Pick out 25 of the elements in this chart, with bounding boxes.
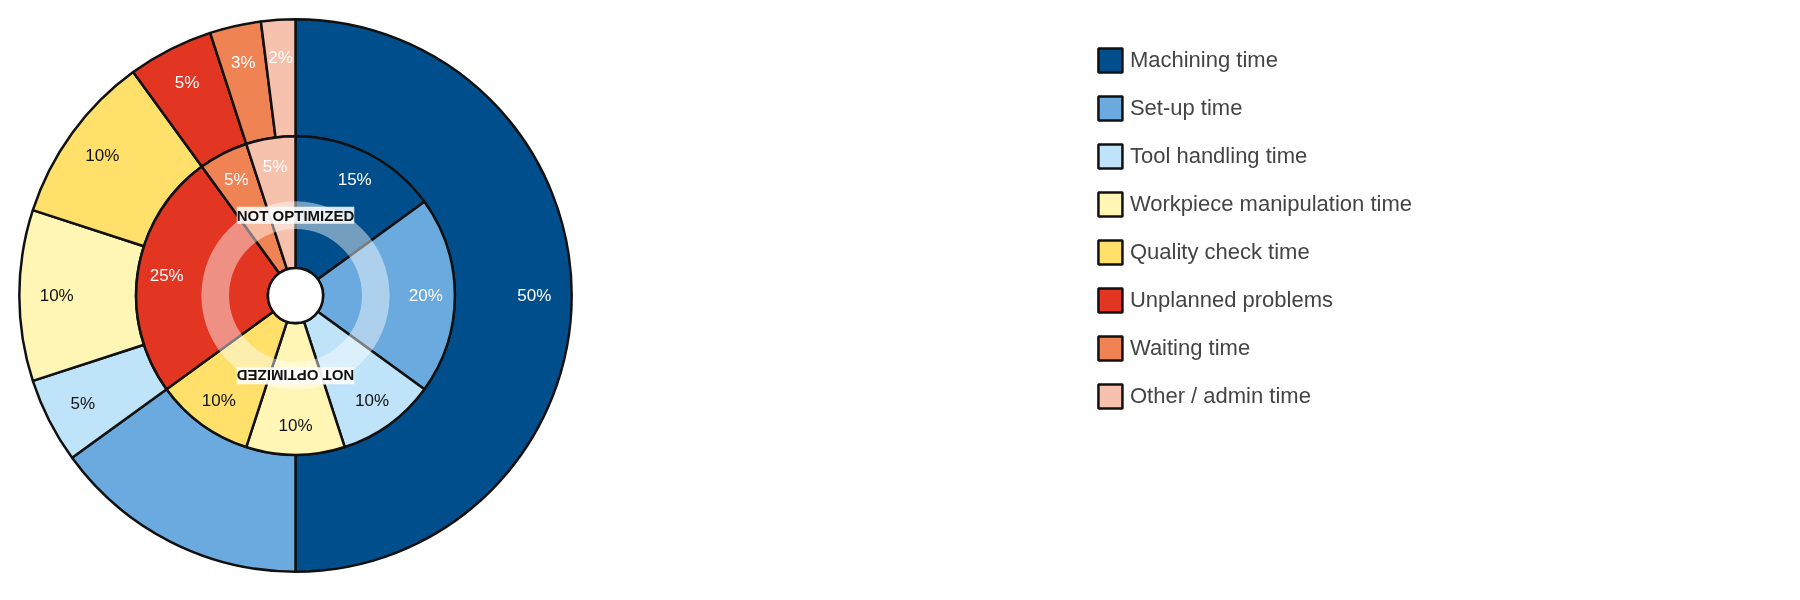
data-label: 5% — [70, 394, 96, 414]
slice-label: NOT OPTIMIZED — [236, 206, 355, 224]
legend-label: Workpiece manipulation time — [1129, 191, 1412, 217]
data-label: 25% — [149, 265, 184, 285]
data-label: 5% — [262, 157, 288, 177]
legend-label: Waiting time — [1129, 335, 1251, 361]
legend-label: Other / admin time — [1129, 383, 1311, 409]
data-label: 10% — [201, 391, 236, 411]
legend-label: Set-up time — [1129, 95, 1243, 121]
data-label: 20% — [408, 286, 443, 305]
data-label: 10% — [85, 145, 120, 165]
data-label: 10% — [278, 416, 313, 436]
data-label: 50% — [517, 286, 552, 305]
legend-label: Quality check time — [1129, 239, 1310, 265]
data-label: 3% — [231, 52, 256, 72]
legend-label: Tool handling time — [1129, 143, 1308, 169]
data-label: 5% — [174, 73, 200, 93]
text: NOT OPTIMIZED — [236, 367, 355, 385]
data-label: 15% — [337, 169, 372, 189]
data-label: 10% — [355, 391, 390, 411]
data-label: 5% — [224, 169, 249, 189]
data-label: 2% — [268, 47, 293, 67]
legend-label: Unplanned problems — [1129, 287, 1333, 313]
data-label: 10% — [39, 286, 74, 305]
legend-label: Machining time — [1129, 47, 1278, 73]
